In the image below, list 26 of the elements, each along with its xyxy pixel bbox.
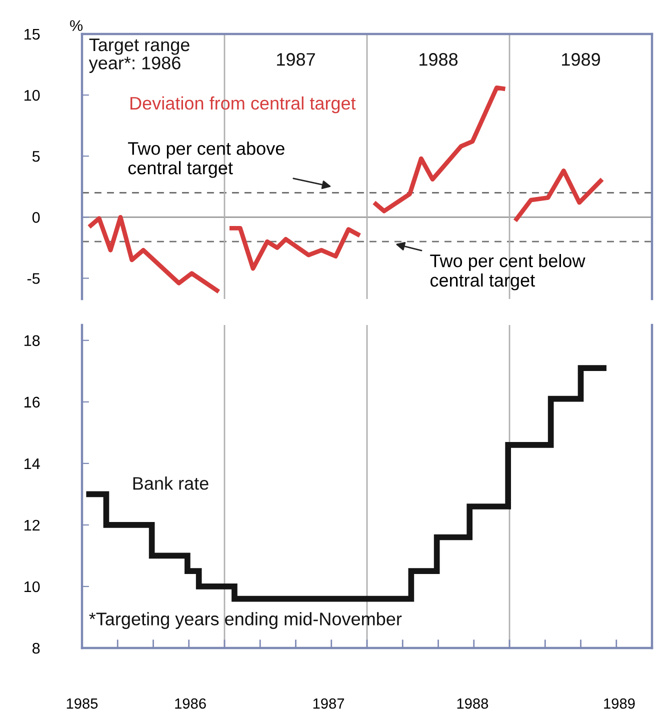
y-tick-label: 15 [24,29,40,40]
y-tick-label: 0 [32,212,40,223]
annotation: Target range year*: 1986 [88,38,190,73]
y-tick-label: 5 [32,151,40,162]
y-tick-label: 14 [24,458,40,469]
annotation: 1988 [420,53,458,66]
y-tick-label: 16 [24,396,40,408]
y-tick-label: 10 [24,90,40,101]
y-tick-label: 8 [32,642,40,654]
text: Deviation from central target [130,96,356,114]
ref-line-label: Two per cent above central target [128,142,284,178]
x-tick-label: 1986 [175,698,206,709]
annotation: 1989 [562,53,600,66]
x-tick-label: 1988 [457,698,488,709]
x-tick-label: 1989 [604,698,635,709]
annotation: 1987 [277,53,315,66]
series-label: Bank rate [133,476,208,490]
y-tick-label: 10 [24,581,40,592]
x-tick-label: 1985 [66,698,98,709]
y-axis-title: % [70,20,83,31]
ref-line-label: Two per cent below central target [430,254,586,290]
y-tick-label: 12 [24,520,40,530]
y-tick-label: -5 [27,273,40,284]
y-tick-label: 18 [24,335,40,346]
x-tick-label: 1987 [313,698,344,709]
annotation: *Targeting years ending mid-November [89,612,402,629]
